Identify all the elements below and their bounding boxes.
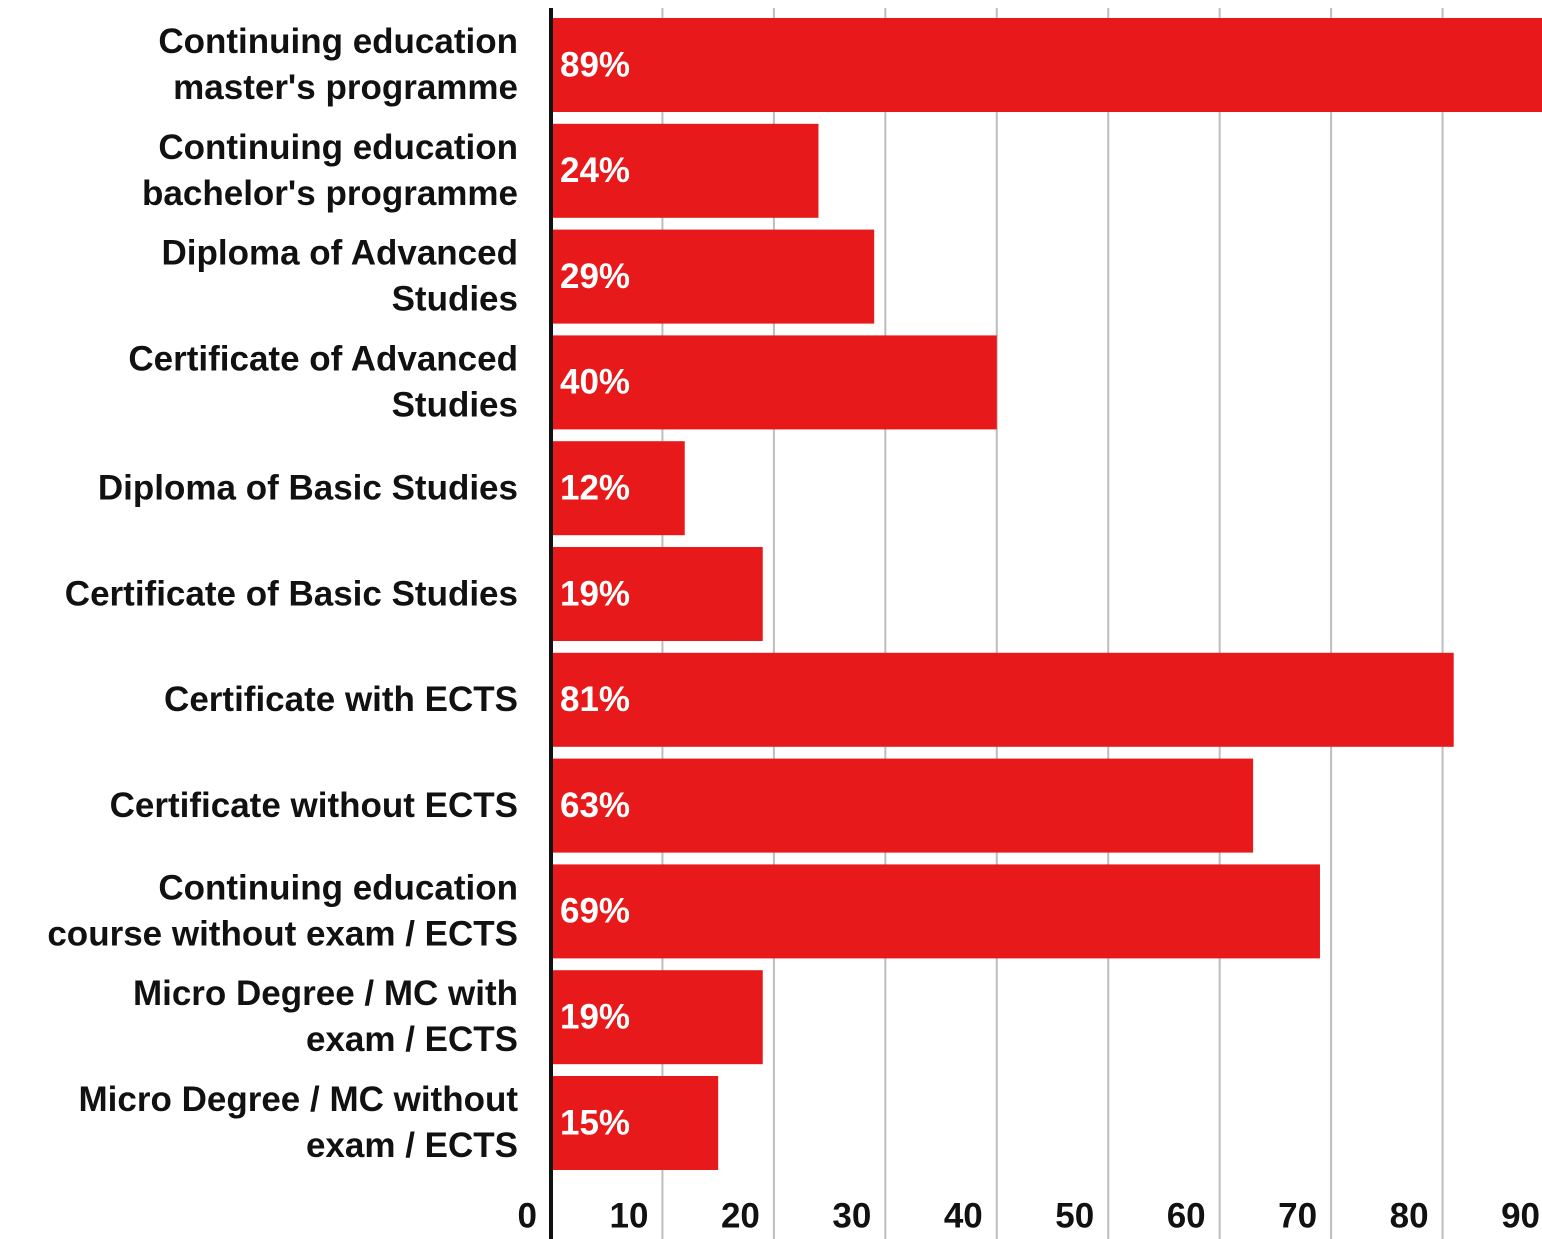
x-tick-label: 10 [610, 1196, 649, 1235]
category-label: Certificate of Basic Studies [65, 574, 518, 613]
x-tick-label: 30 [832, 1196, 871, 1235]
bar [551, 335, 997, 430]
x-tick-label: 20 [721, 1196, 760, 1235]
bar [551, 18, 1542, 112]
bar [551, 970, 763, 1065]
bar [551, 652, 1454, 747]
category-label: Certificate with ECTS [164, 680, 518, 719]
x-tick-label: 40 [944, 1196, 983, 1235]
category-label: Micro Degree / MC without exam / ECTS [79, 1080, 519, 1165]
x-tick-label: 50 [1055, 1196, 1094, 1235]
category-label: Certificate without ECTS [110, 786, 518, 825]
value-label: 69% [560, 892, 630, 931]
value-label: 19% [560, 574, 630, 613]
x-tick-label: 90 [1501, 1196, 1540, 1235]
bar [551, 441, 685, 536]
bar [551, 758, 1254, 853]
value-label: 81% [560, 680, 630, 719]
category-label: Continuing education master's programme [158, 22, 518, 107]
value-label: 24% [560, 151, 630, 190]
bar [551, 547, 763, 641]
value-label: 12% [560, 468, 630, 507]
bar [551, 1076, 719, 1170]
x-tick-label: 0 [518, 1196, 537, 1235]
category-label: Continuing education bachelor's programme [142, 128, 518, 213]
category-label: Diploma of Advanced Studies [161, 234, 518, 319]
x-tick-label: 70 [1278, 1196, 1317, 1235]
category-label: Micro Degree / MC with exam / ECTS [133, 974, 518, 1059]
category-label: Continuing education course without exam … [47, 869, 518, 954]
value-label: 89% [560, 45, 630, 84]
value-label: 40% [560, 363, 630, 402]
value-label: 19% [560, 997, 630, 1036]
value-label: 15% [560, 1103, 630, 1142]
bar [551, 864, 1320, 959]
value-label: 29% [560, 257, 630, 296]
category-label: Diploma of Basic Studies [98, 468, 518, 507]
bar [551, 229, 875, 324]
x-tick-label: 60 [1167, 1196, 1206, 1235]
x-tick-label: 80 [1390, 1196, 1429, 1235]
category-label: Certificate of Advanced Studies [128, 340, 518, 425]
bar [551, 123, 819, 218]
value-label: 63% [560, 786, 630, 825]
